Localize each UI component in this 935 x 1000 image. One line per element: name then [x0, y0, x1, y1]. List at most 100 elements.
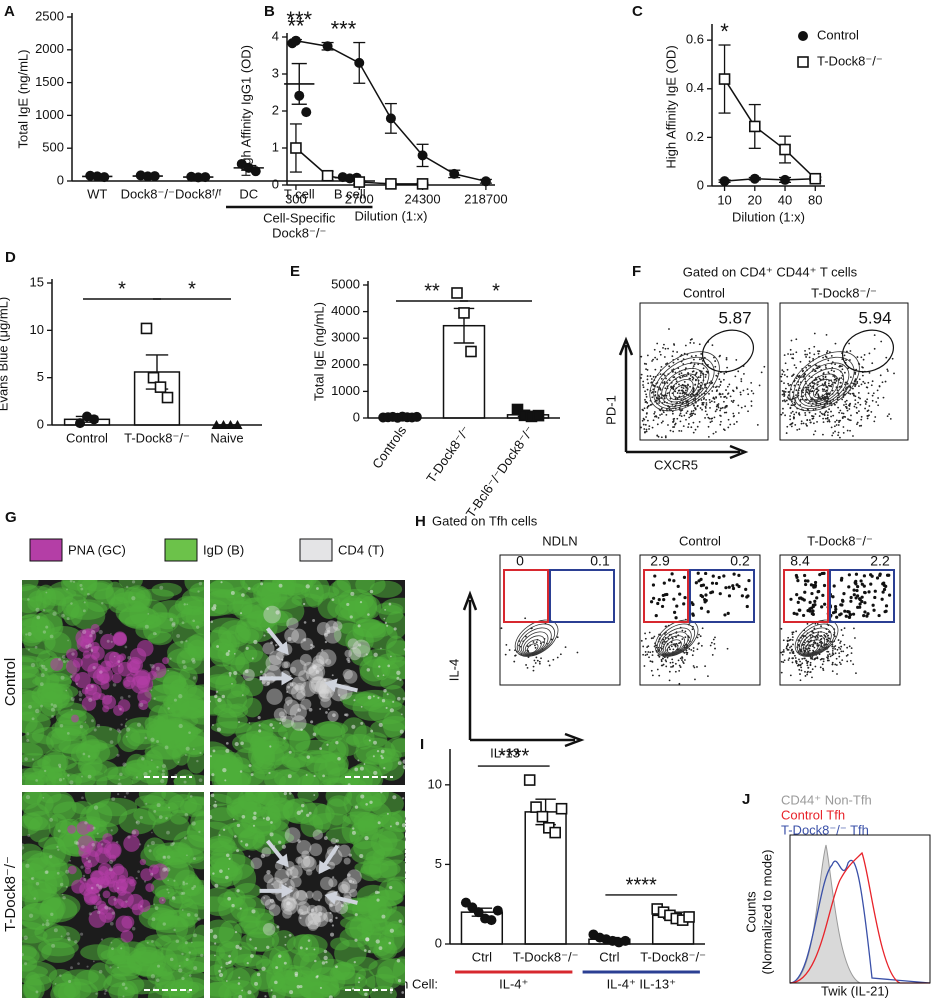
tissue — [324, 640, 328, 644]
event-dot — [858, 410, 860, 413]
event-dot — [834, 652, 837, 655]
event-dot — [701, 387, 704, 390]
tissue — [62, 895, 66, 900]
event-dot — [849, 393, 852, 395]
event-dot — [691, 654, 694, 657]
tissue — [388, 602, 392, 606]
tissue — [291, 715, 307, 731]
tissue — [161, 772, 165, 777]
event-dot — [795, 411, 798, 414]
tissue — [155, 851, 191, 866]
event-dot — [813, 599, 817, 603]
tissue — [90, 870, 104, 884]
tissue — [118, 730, 122, 734]
event-dot — [646, 653, 649, 656]
tissue — [136, 640, 154, 657]
panel-letter: D — [5, 249, 16, 266]
tissue — [368, 950, 371, 953]
event-dot — [831, 663, 834, 666]
tissue — [118, 580, 143, 590]
event-dot — [854, 395, 857, 398]
event-dot — [712, 396, 715, 399]
tissue — [214, 954, 216, 957]
event-dot — [696, 666, 698, 668]
data-point — [532, 409, 545, 422]
event-dot — [714, 410, 717, 413]
event-dot — [725, 397, 728, 399]
tissue — [363, 949, 367, 952]
tissue — [286, 866, 299, 879]
micrograph-content — [210, 580, 405, 785]
contour — [666, 643, 679, 654]
event-dot — [685, 418, 687, 421]
tissue — [230, 656, 250, 676]
tissue — [167, 669, 169, 672]
event-dot — [843, 609, 847, 613]
tissue — [289, 990, 294, 995]
event-dot — [682, 602, 686, 606]
event-dot — [646, 412, 648, 414]
tissue — [264, 995, 267, 998]
event-dot — [660, 407, 663, 410]
tissue — [308, 707, 313, 712]
event-dot — [671, 392, 674, 395]
tissue — [75, 682, 79, 686]
tissue — [325, 658, 332, 665]
event-dot — [673, 610, 677, 614]
event-dot — [681, 659, 683, 661]
tissue — [313, 774, 316, 778]
event-dot — [782, 370, 785, 373]
event-dot — [745, 604, 749, 609]
event-dot — [702, 398, 705, 400]
tissue — [100, 843, 104, 846]
tissue — [23, 811, 59, 831]
tissue — [368, 739, 371, 742]
event-dot — [668, 670, 671, 673]
event-dot — [542, 641, 545, 644]
tissue — [105, 912, 113, 920]
event-dot — [836, 389, 839, 392]
event-dot — [678, 429, 681, 432]
event-dot — [804, 675, 807, 677]
event-dot — [659, 353, 662, 356]
event-dot — [850, 414, 852, 417]
event-dot — [860, 582, 864, 586]
tissue — [125, 792, 129, 795]
tissue — [52, 611, 57, 616]
event-dot — [818, 641, 821, 644]
event-dot — [808, 419, 811, 421]
event-dot — [828, 420, 831, 423]
event-dot — [862, 574, 867, 578]
tissue — [60, 935, 63, 938]
event-dot — [538, 660, 541, 663]
tissue — [115, 915, 133, 933]
event-dot — [872, 608, 876, 612]
event-dot — [667, 347, 669, 350]
tissue — [297, 908, 304, 915]
event-dot — [653, 384, 656, 387]
event-dot — [795, 366, 798, 369]
event-dot — [729, 395, 732, 398]
event-dot — [838, 661, 841, 664]
tissue — [62, 580, 98, 591]
tissue — [22, 580, 39, 592]
tissue — [192, 676, 197, 680]
x-tick-label: T-Dock8⁻/⁻ — [423, 423, 473, 485]
event-dot — [837, 424, 840, 426]
event-dot — [676, 351, 679, 353]
tissue — [188, 951, 191, 954]
event-dot — [719, 423, 722, 426]
event-dot — [811, 417, 814, 420]
tissue — [384, 608, 386, 611]
x-tick-label: Dock8⁻/⁻ — [121, 186, 175, 201]
event-dot — [861, 374, 864, 377]
tissue — [35, 779, 38, 782]
event-dot — [848, 419, 851, 421]
event-dot — [814, 641, 817, 644]
tissue — [370, 729, 374, 733]
event-dot — [659, 373, 662, 376]
event-dot — [822, 433, 824, 436]
tissue — [305, 774, 308, 776]
event-dot — [724, 395, 727, 398]
event-dot — [665, 413, 668, 416]
